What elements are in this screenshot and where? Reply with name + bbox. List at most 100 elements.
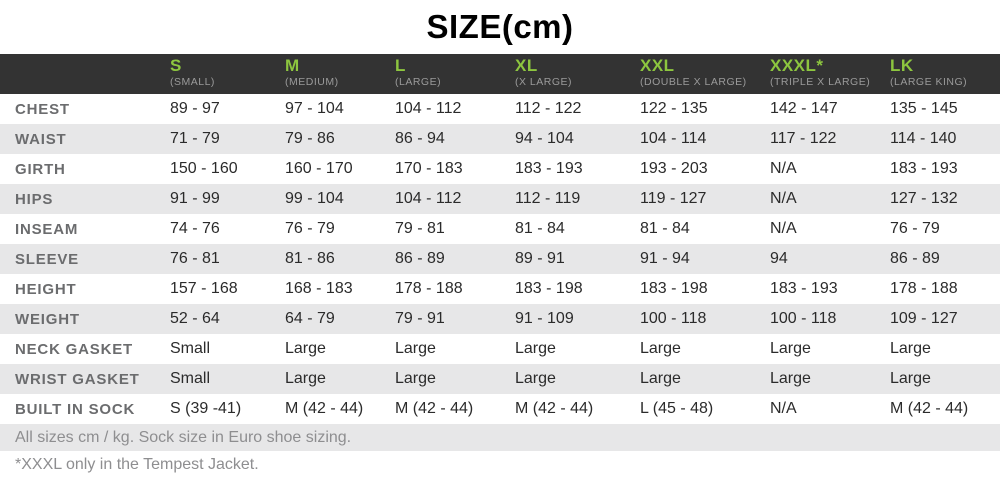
size-subtitle: (X LARGE) — [515, 75, 573, 88]
value-cell: 86 - 94 — [395, 130, 445, 147]
value-cell: 117 - 122 — [770, 130, 837, 147]
value-cell: 160 - 170 — [285, 160, 353, 177]
row-label: SLEEVE — [15, 250, 79, 268]
value-cell: 81 - 84 — [640, 220, 690, 237]
table-header-row: S (SMALL) M (MEDIUM) L (LARGE) XL (X LARGE) XXL(… — [0, 54, 1000, 94]
value-cell: 178 - 188 — [395, 280, 463, 297]
value-cell: 79 - 91 — [395, 310, 445, 327]
value-cell: 79 - 81 — [395, 220, 445, 237]
value-cell: 142 - 147 — [770, 100, 838, 117]
value-cell: N/A — [770, 160, 797, 177]
size-table: S (SMALL) M (MEDIUM) L (LARGE) XL (X LARGE) XXL(… — [0, 54, 1000, 424]
size-code: XXXL* — [770, 56, 824, 75]
value-cell: M (42 - 44) — [890, 400, 969, 417]
value-cell: 104 - 112 — [395, 100, 462, 117]
note-xxxl-footnote: *XXXL only in the Tempest Jacket. — [15, 456, 259, 473]
value-cell: S (39 -41) — [170, 400, 242, 417]
note-units: All sizes cm / kg. Sock size in Euro sho… — [0, 424, 1000, 451]
value-cell: 100 - 118 — [640, 310, 707, 327]
size-code: S — [170, 56, 182, 75]
size-subtitle: (SMALL) — [170, 75, 215, 88]
table-row: WEIGHT 52 - 64 64 - 79 79 - 91 91 - 109 100 -… — [0, 304, 1000, 334]
value-cell: 91 - 94 — [640, 250, 690, 267]
table-row: NECK GASKET Small Large Large Large Large Larg… — [0, 334, 1000, 364]
value-cell: 74 - 76 — [170, 220, 220, 237]
value-cell: 183 - 193 — [515, 160, 583, 177]
value-cell: 122 - 135 — [640, 100, 708, 117]
value-cell: 52 - 64 — [170, 310, 220, 327]
value-cell: 183 - 193 — [770, 280, 838, 297]
table-row: BUILT IN SOCK S (39 -41) M (42 - 44) M (42 … — [0, 394, 1000, 424]
column-header: LK (LARGE KING) — [890, 54, 1000, 88]
value-cell: L (45 - 48) — [640, 400, 714, 417]
size-subtitle: (LARGE KING) — [890, 75, 968, 88]
row-label: GIRTH — [15, 160, 66, 178]
row-label: BUILT IN SOCK — [15, 400, 136, 418]
value-cell: M (42 - 44) — [285, 400, 364, 417]
value-cell: Large — [395, 340, 436, 357]
value-cell: 81 - 86 — [285, 250, 335, 267]
size-code: XL — [515, 56, 538, 75]
table-row: HIPS 91 - 99 99 - 104 104 - 112 112 - 119 119… — [0, 184, 1000, 214]
row-label: HEIGHT — [15, 280, 77, 298]
value-cell: Large — [770, 340, 811, 357]
value-cell: 91 - 99 — [170, 190, 220, 207]
value-cell: 104 - 112 — [395, 190, 462, 207]
size-subtitle: (LARGE) — [395, 75, 442, 88]
size-code: M — [285, 56, 300, 75]
value-cell: Large — [395, 370, 436, 387]
value-cell: 91 - 109 — [515, 310, 574, 327]
value-cell: 81 - 84 — [515, 220, 565, 237]
value-cell: Large — [285, 370, 326, 387]
column-header: XXXL* (TRIPLE X LARGE) — [770, 54, 890, 88]
value-cell: 86 - 89 — [890, 250, 940, 267]
value-cell: 150 - 160 — [170, 160, 238, 177]
value-cell: 89 - 91 — [515, 250, 565, 267]
value-cell: Large — [640, 370, 681, 387]
value-cell: Large — [285, 340, 326, 357]
column-header: M (MEDIUM) — [285, 54, 395, 88]
size-subtitle: (DOUBLE X LARGE) — [640, 75, 747, 88]
value-cell: M (42 - 44) — [515, 400, 594, 417]
value-cell: 112 - 122 — [515, 100, 582, 117]
value-cell: 99 - 104 — [285, 190, 344, 207]
value-cell: 112 - 119 — [515, 190, 581, 207]
row-label: CHEST — [15, 100, 70, 118]
row-label: WRIST GASKET — [15, 370, 140, 388]
table-row: GIRTH 150 - 160 160 - 170 170 - 183 183 - 19… — [0, 154, 1000, 184]
value-cell: 178 - 188 — [890, 280, 958, 297]
value-cell: 86 - 89 — [395, 250, 445, 267]
value-cell: 79 - 86 — [285, 130, 335, 147]
value-cell: M (42 - 44) — [395, 400, 474, 417]
value-cell: 183 - 198 — [515, 280, 583, 297]
value-cell: 135 - 145 — [890, 100, 958, 117]
value-cell: 97 - 104 — [285, 100, 344, 117]
value-cell: 76 - 79 — [890, 220, 940, 237]
value-cell: Large — [515, 340, 556, 357]
value-cell: 100 - 118 — [770, 310, 837, 327]
value-cell: Large — [640, 340, 681, 357]
value-cell: 76 - 79 — [285, 220, 335, 237]
value-cell: 157 - 168 — [170, 280, 238, 297]
value-cell: Large — [890, 370, 931, 387]
value-cell: Large — [890, 340, 931, 357]
value-cell: 183 - 198 — [640, 280, 708, 297]
value-cell: N/A — [770, 220, 797, 237]
column-header: L (LARGE) — [395, 54, 515, 88]
value-cell: 64 - 79 — [285, 310, 335, 327]
value-cell: Large — [770, 370, 811, 387]
size-subtitle: (MEDIUM) — [285, 75, 339, 88]
table-row: HEIGHT 157 - 168 168 - 183 178 - 188 183 - 1… — [0, 274, 1000, 304]
value-cell: Small — [170, 340, 211, 357]
column-header: S (SMALL) — [170, 54, 285, 88]
row-label: HIPS — [15, 190, 54, 208]
row-label: NECK GASKET — [15, 340, 133, 358]
size-code: L — [395, 56, 406, 75]
value-cell: 114 - 140 — [890, 130, 957, 147]
size-code: XXL — [640, 56, 675, 75]
table-row: CHEST 89 - 97 97 - 104 104 - 112 112 - 122 12… — [0, 94, 1000, 124]
size-code: LK — [890, 56, 914, 75]
value-cell: 76 - 81 — [170, 250, 220, 267]
column-header: XXL (DOUBLE X LARGE) — [640, 54, 770, 88]
table-row: INSEAM 74 - 76 76 - 79 79 - 81 81 - 84 81 - 8… — [0, 214, 1000, 244]
